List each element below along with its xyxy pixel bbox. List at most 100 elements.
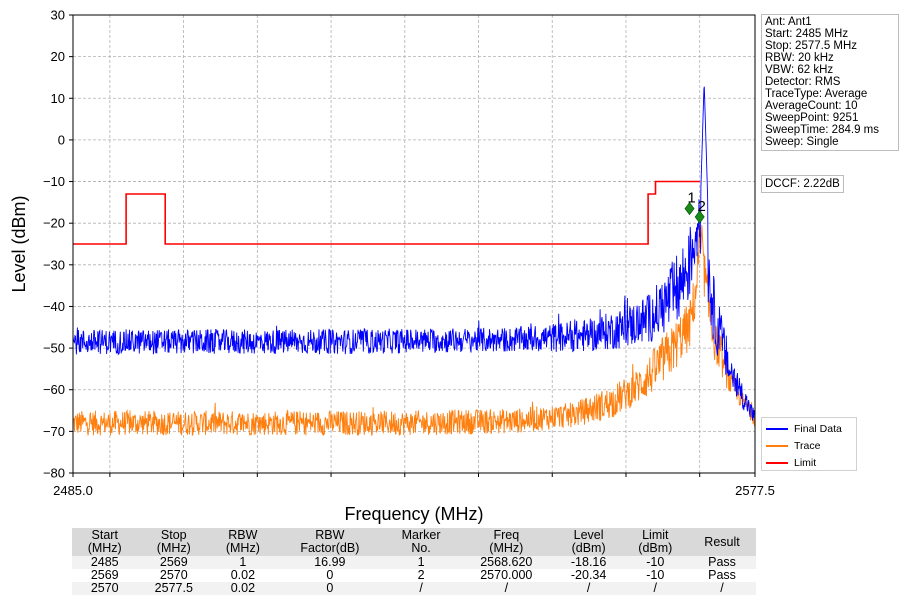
table-cell: 2570.000 <box>457 569 555 582</box>
results-table: Start (MHz) Stop (MHz) RBW (MHz) RBW Factor(dB)… <box>72 528 756 595</box>
table-header-cell: Result <box>688 528 756 556</box>
info-line: TraceType: Average <box>765 88 868 100</box>
legend-swatch <box>766 461 788 464</box>
y-tick-label: −50 <box>43 341 65 356</box>
table-header-text: Start <box>91 528 118 542</box>
measurement-settings-box: Ant: Ant1 Start: 2485 MHz Stop: 2577.5 MHz… <box>761 14 899 151</box>
legend-label: Limit <box>794 456 817 469</box>
chart-legend: Final Data Trace Limit <box>761 417 857 471</box>
legend-item: Trace <box>766 437 852 454</box>
table-cell: 0 <box>275 569 385 582</box>
table-header-cell: Start (MHz) <box>72 528 138 556</box>
y-tick-label: 30 <box>51 8 65 23</box>
table-cell: 1 <box>210 556 276 569</box>
info-line: SweepPoint: 9251 <box>765 112 859 124</box>
marker-2-symbol <box>694 210 705 224</box>
table-cell: 0.02 <box>210 569 276 582</box>
y-tick-label: 0 <box>58 132 65 147</box>
legend-swatch <box>766 444 788 447</box>
table-header-text: (MHz) <box>489 541 524 555</box>
table-header-text: Level <box>573 528 604 542</box>
series-layer <box>72 86 756 437</box>
table-cell: 2570 <box>72 582 138 595</box>
table-cell: 2568.620 <box>457 556 555 569</box>
table-row: 2569 2570 0.02 0 2 2570.000 -20.34 -10 Pass <box>72 569 756 582</box>
table-header-text: Marker <box>401 528 441 542</box>
dccf-box: DCCF: 2.22dB <box>761 175 844 193</box>
legend-item: Limit <box>766 454 852 471</box>
table-cell: 2569 <box>137 556 211 569</box>
table-cell: / <box>688 582 756 595</box>
legend-item: Final Data <box>766 420 852 437</box>
table-header-text: RBW <box>315 528 345 542</box>
table-cell: -20.34 <box>554 569 623 582</box>
x-tick-label: 2485.0 <box>53 483 93 498</box>
info-line: SweepTime: 284.9 ms <box>765 124 879 136</box>
info-line: Stop: 2577.5 MHz <box>765 40 858 52</box>
table-cell: Pass <box>688 569 756 582</box>
table-cell: Pass <box>688 556 756 569</box>
table-cell: 2570 <box>137 569 211 582</box>
marker-2-label: 2 <box>698 198 706 215</box>
table-header-text: No. <box>411 541 431 555</box>
table-row: 2570 2577.5 0.02 0// / / / <box>72 582 756 595</box>
table-cell: -10 <box>622 556 689 569</box>
table-header-text: (MHz) <box>87 541 122 555</box>
table-header-text: (dBm) <box>638 541 673 555</box>
marker-1-symbol <box>684 201 695 216</box>
info-line: Detector: RMS <box>765 76 841 88</box>
table-header-cell: Freq (MHz) <box>457 528 555 556</box>
y-tick-label: −80 <box>43 466 65 481</box>
table-header-text: Stop <box>160 528 187 542</box>
table-cell: 1 <box>384 556 458 569</box>
info-line: Ant: Ant1 <box>765 16 812 28</box>
x-tick-label: 2577.5 <box>735 483 775 498</box>
series-final-data <box>72 86 756 421</box>
legend-label: Trace <box>794 439 821 452</box>
table-row: 2485 2569 1 16.99 1 2568.620 -18.16 -10 Pass <box>72 556 756 569</box>
legend-label: Final Data <box>794 422 842 435</box>
table-cell: / <box>622 582 689 595</box>
series-trace <box>72 225 756 437</box>
info-line: RBW: 20 kHz <box>765 52 834 64</box>
table-header-text: (MHz) <box>225 541 260 555</box>
marker-1-label: 1 <box>687 190 695 207</box>
table-header-cell: Stop (MHz) <box>137 528 211 556</box>
series-limit <box>73 180 700 245</box>
y-tick-label: −20 <box>43 216 65 231</box>
table-header-text: (MHz) <box>156 541 191 555</box>
y-tick-label: −40 <box>43 299 65 314</box>
y-tick-label: 20 <box>51 49 65 64</box>
table-cell: 16.99 <box>275 556 385 569</box>
table-cell: / <box>384 582 458 595</box>
info-line: VBW: 62 kHz <box>765 64 834 76</box>
table-cell: 2 <box>384 569 458 582</box>
table-cell: 0.02 <box>210 582 276 595</box>
info-line: Sweep: Single <box>765 136 839 148</box>
table-cell: 2577.5 <box>137 582 211 595</box>
table-header-text: RBW <box>228 528 258 542</box>
ticks: 30 20 10 0 −10 −20 −30 −40 −50 −60 −70 −80 2485.0 257… <box>43 8 775 499</box>
legend-swatch <box>766 427 788 430</box>
table-cell: -10 <box>622 569 689 582</box>
table-cell: 2485 <box>72 556 138 569</box>
y-tick-label: −30 <box>43 257 65 272</box>
y-tick-label: −60 <box>43 382 65 397</box>
info-line: Start: 2485 MHz <box>765 28 849 40</box>
y-tick-label: 10 <box>51 91 65 106</box>
table-cell: -18.16 <box>554 556 623 569</box>
table-header-text: Limit <box>642 528 669 542</box>
table-header-cell: RBW (MHz) <box>210 528 276 556</box>
info-line: AverageCount: 10 <box>765 100 858 112</box>
table-header-cell: RBW Factor(dB) <box>275 528 385 556</box>
table-cell: 0 <box>275 582 385 595</box>
table-header-cell: Limit (dBm) <box>622 528 689 556</box>
table-header-text: Factor(dB) <box>300 541 360 555</box>
table-body: 2485 2569 1 16.99 1 2568.620 -18.16 -10 Pass 2569… <box>72 556 756 595</box>
table-header-text: Freq <box>493 528 520 542</box>
table-header-text: (dBm) <box>571 541 606 555</box>
y-axis-label: Level (dBm) <box>9 195 29 292</box>
plot-frame <box>72 14 756 474</box>
